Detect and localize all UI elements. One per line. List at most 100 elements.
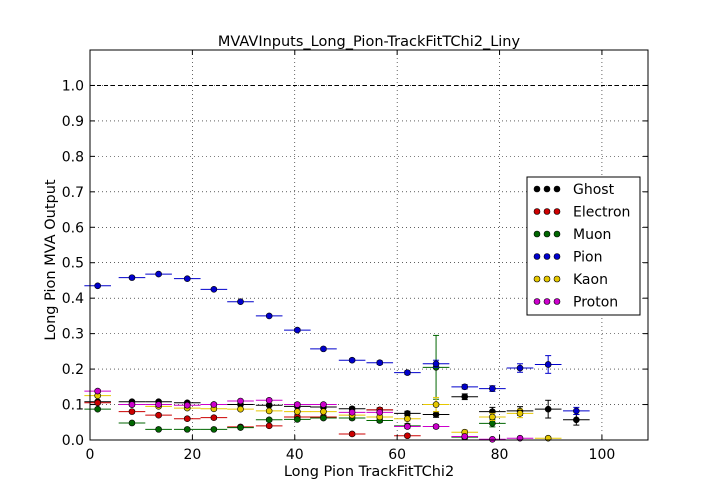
data-point — [320, 401, 327, 408]
data-point — [265, 396, 273, 404]
data-point — [516, 410, 524, 417]
legend-marker — [553, 230, 561, 238]
y-tick-label: 0.9 — [62, 114, 84, 130]
legend-marker — [553, 275, 561, 283]
series-proton — [84, 387, 534, 443]
y-tick-label: 0.8 — [62, 149, 84, 165]
data-point — [128, 274, 136, 281]
legend-label: Kaon — [573, 272, 608, 288]
data-point — [237, 298, 244, 306]
data-point — [404, 432, 411, 440]
x-axis-label: Long Pion TrackFitTChi2 — [284, 464, 454, 480]
legend-marker — [543, 230, 551, 238]
y-tick-label: 0.3 — [62, 327, 84, 343]
legend-marker — [543, 275, 551, 283]
data-point — [155, 411, 162, 419]
data-point — [320, 345, 327, 353]
data-point — [432, 423, 440, 430]
legend-marker — [533, 298, 541, 305]
data-point — [320, 408, 327, 415]
x-tick-label: 0 — [86, 447, 95, 463]
data-point — [516, 364, 524, 372]
data-point — [128, 419, 136, 427]
data-point — [155, 426, 162, 433]
data-point — [237, 397, 244, 405]
data-point — [294, 326, 301, 334]
data-point — [432, 411, 440, 418]
data-point — [544, 361, 552, 368]
data-point — [94, 282, 101, 290]
data-point — [210, 426, 218, 433]
legend-label: Ghost — [573, 182, 615, 198]
legend-marker — [543, 185, 551, 193]
chart-title: MVAVInputs_Long_Pion-TrackFitTChi2_Liny — [218, 34, 521, 50]
y-tick-label: 0.6 — [62, 220, 84, 236]
data-point — [404, 415, 411, 423]
series-pion — [84, 270, 590, 415]
legend-marker — [553, 298, 561, 305]
data-point — [348, 356, 356, 364]
legend: Ghost Electron Muon Pion Kaon Proton — [526, 176, 641, 316]
data-point — [404, 423, 411, 430]
data-point — [210, 414, 218, 421]
data-point — [348, 430, 356, 438]
data-point — [94, 387, 101, 395]
data-point — [489, 435, 496, 443]
legend-marker — [533, 208, 541, 215]
data-point — [94, 405, 101, 413]
data-point — [461, 393, 469, 401]
y-tick-label: 0.4 — [62, 291, 84, 307]
legend-marker — [533, 275, 541, 283]
legend-label: Muon — [573, 227, 611, 243]
data-point — [237, 424, 244, 431]
legend-marker — [533, 230, 541, 238]
y-axis-label: Long Pion MVA Output — [43, 179, 59, 341]
data-point — [265, 407, 273, 415]
legend-marker — [543, 208, 551, 215]
x-tick-label: 20 — [183, 447, 201, 463]
data-point — [432, 401, 440, 408]
data-point — [128, 408, 136, 415]
data-point — [544, 405, 552, 413]
data-point — [210, 401, 218, 408]
y-tick-label: 0.7 — [62, 185, 84, 201]
data-point — [183, 401, 191, 409]
data-point — [461, 433, 469, 440]
x-tick-label: 60 — [388, 447, 406, 463]
data-point — [294, 401, 301, 408]
data-point — [573, 416, 580, 424]
data-point — [432, 360, 440, 368]
data-point — [376, 359, 384, 367]
legend-marker — [533, 185, 541, 193]
legend-marker — [543, 298, 551, 305]
data-point — [489, 420, 496, 427]
data-point — [376, 409, 384, 416]
data-point — [573, 407, 580, 415]
legend-marker — [553, 253, 561, 260]
data-point — [489, 413, 496, 421]
data-point — [265, 312, 273, 320]
data-point — [94, 399, 101, 407]
data-point — [404, 369, 411, 376]
plot-series — [84, 270, 590, 443]
data-point — [183, 275, 191, 282]
data-point — [294, 416, 301, 423]
legend-marker — [543, 253, 551, 260]
legend-label: Proton — [573, 295, 618, 311]
data-point — [489, 385, 496, 392]
y-tick-label: 0.0 — [62, 433, 84, 449]
legend-box — [526, 176, 641, 316]
legend-marker — [533, 253, 541, 260]
data-point — [348, 409, 356, 416]
data-point — [320, 414, 327, 422]
data-point — [265, 416, 273, 424]
data-point — [183, 415, 191, 423]
plot-frame — [89, 49, 649, 441]
data-point — [294, 408, 301, 415]
data-point — [210, 286, 218, 293]
data-point — [461, 383, 469, 391]
y-tick-label: 0.1 — [62, 398, 84, 414]
data-point — [237, 405, 244, 413]
data-point — [183, 426, 191, 433]
